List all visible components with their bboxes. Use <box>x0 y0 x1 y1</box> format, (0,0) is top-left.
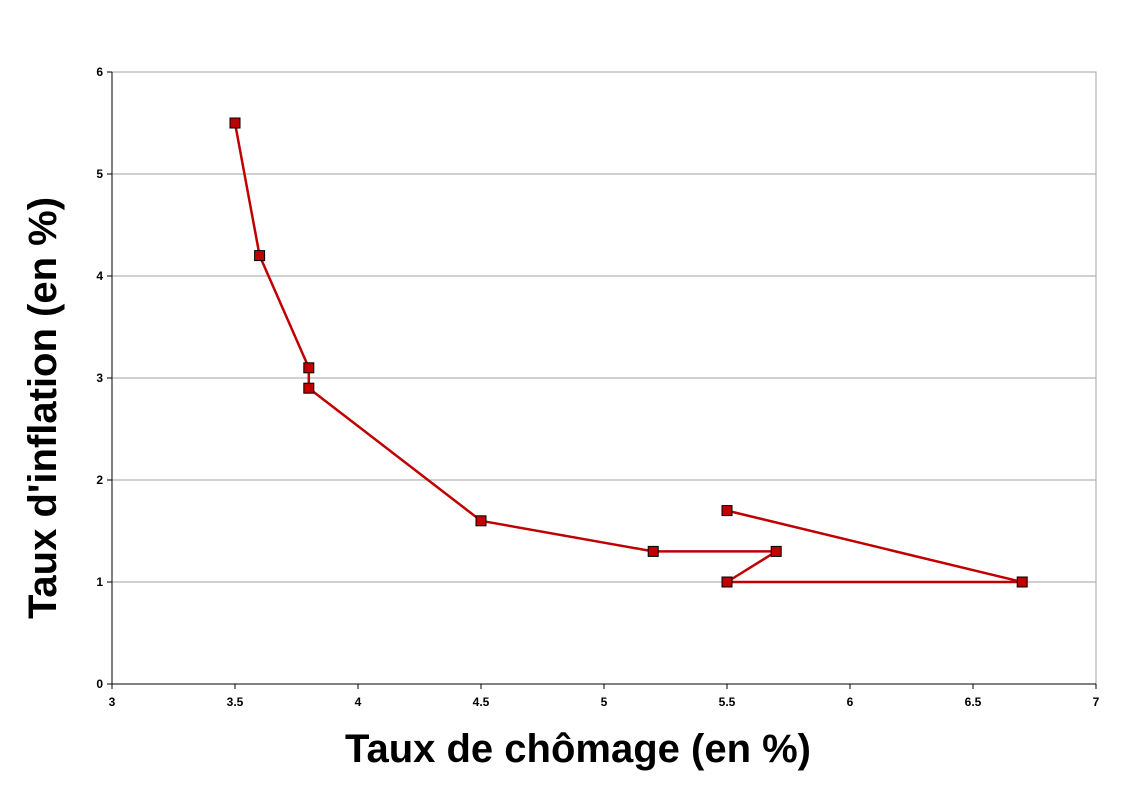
y-tick-label: 4 <box>96 269 103 283</box>
data-series <box>229 117 1028 588</box>
y-tick-label: 6 <box>96 65 103 79</box>
series-line <box>233 122 1024 584</box>
y-tick-label: 3 <box>96 371 103 385</box>
x-tick-label: 7 <box>1093 695 1100 709</box>
data-point-marker <box>721 576 733 588</box>
data-point-marker <box>770 545 782 557</box>
y-tick-label: 1 <box>96 575 103 589</box>
y-tick-label: 5 <box>96 167 103 181</box>
data-point-marker <box>229 117 241 129</box>
data-point-marker <box>254 250 266 262</box>
y-tick-label: 0 <box>96 677 103 691</box>
data-point-marker <box>303 382 315 394</box>
x-tick-label: 4.5 <box>473 695 490 709</box>
data-point-marker <box>303 362 315 374</box>
data-point-marker <box>721 505 733 517</box>
y-axis-title: Taux d'inflation (en %) <box>21 197 65 619</box>
data-point-marker <box>647 545 659 557</box>
x-tick-label: 3.5 <box>227 695 244 709</box>
x-axis-title: Taux de chômage (en %) <box>345 727 811 771</box>
x-tick-label: 6 <box>847 695 854 709</box>
data-point-marker <box>1016 576 1028 588</box>
y-tick-label: 2 <box>96 473 103 487</box>
data-point-marker <box>475 515 487 527</box>
gridlines <box>112 173 1096 583</box>
x-tick-label: 6.5 <box>965 695 982 709</box>
x-tick-label: 4 <box>355 695 362 709</box>
axes: 0 1 2 3 4 5 6 3 3.5 4 4.5 5 5.5 6 6.5 7 <box>96 65 1099 709</box>
x-tick-label: 3 <box>109 695 116 709</box>
x-tick-label: 5 <box>601 695 608 709</box>
x-tick-label: 5.5 <box>719 695 736 709</box>
